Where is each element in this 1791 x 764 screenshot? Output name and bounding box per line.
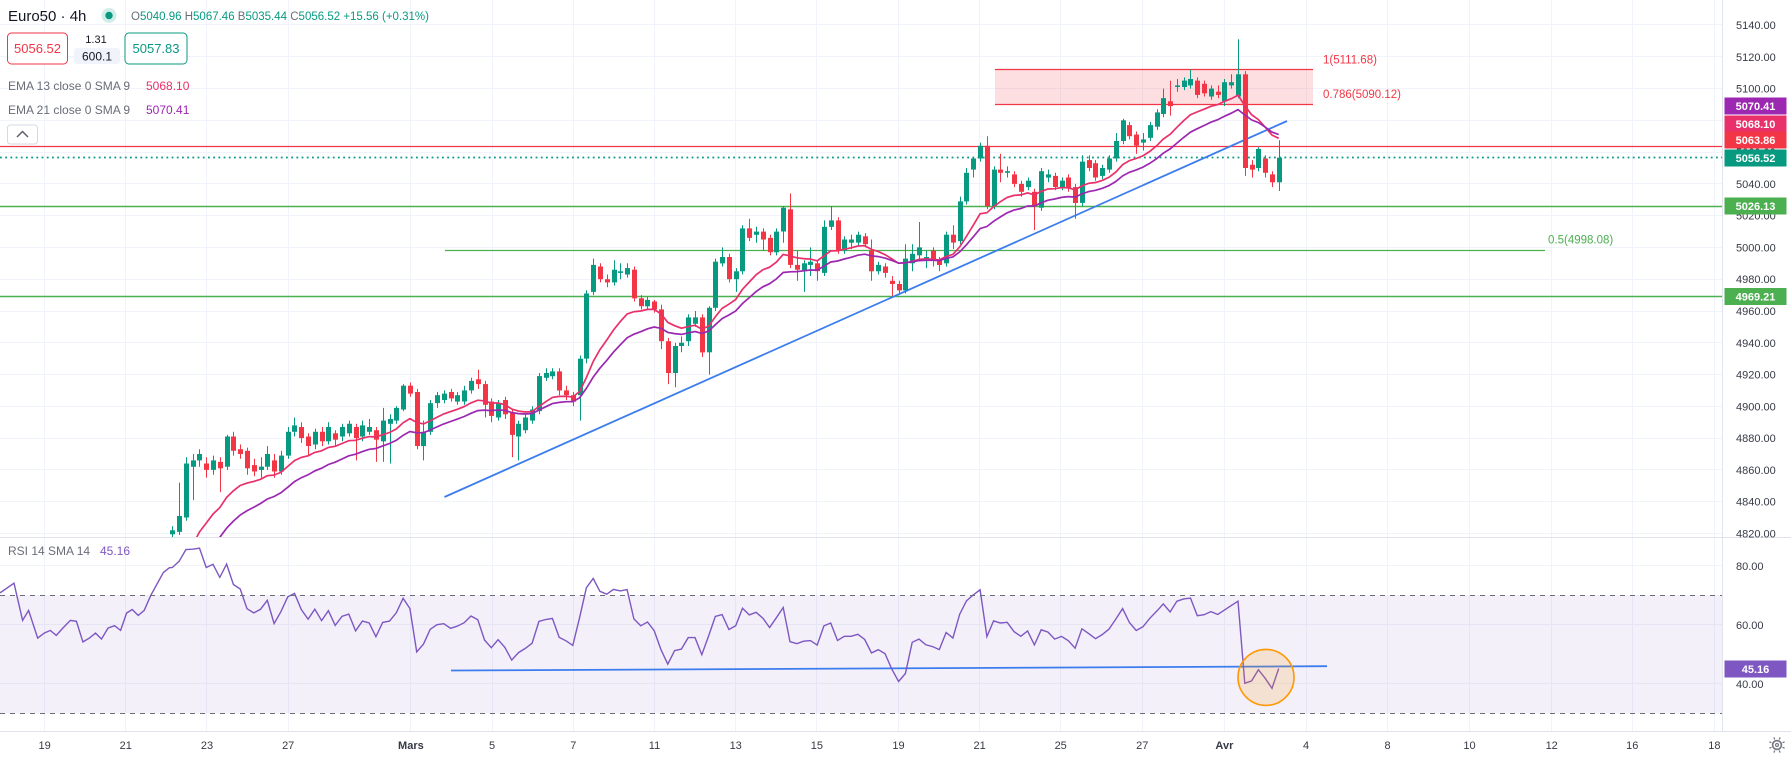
svg-text:15: 15 xyxy=(811,740,823,752)
svg-text:25: 25 xyxy=(1055,740,1067,752)
svg-text:5040.00: 5040.00 xyxy=(1736,179,1776,191)
svg-text:Avr: Avr xyxy=(1215,740,1234,752)
svg-text:5063.86: 5063.86 xyxy=(1736,135,1776,147)
svg-text:4940.00: 4940.00 xyxy=(1736,338,1776,350)
svg-text:5100.00: 5100.00 xyxy=(1736,84,1776,96)
svg-text:11: 11 xyxy=(649,740,660,752)
svg-text:18: 18 xyxy=(1708,740,1720,752)
svg-text:Mars: Mars xyxy=(398,740,424,752)
svg-text:O5040.96 H5067.46 B5035.44 C50: O5040.96 H5067.46 B5035.44 C5056.52 +15.… xyxy=(131,11,429,23)
svg-text:27: 27 xyxy=(282,740,294,752)
svg-text:0.5(4998.08): 0.5(4998.08) xyxy=(1548,235,1613,247)
svg-text:21: 21 xyxy=(120,740,132,752)
svg-text:5140.00: 5140.00 xyxy=(1736,20,1776,32)
svg-text:5057.83: 5057.83 xyxy=(133,41,180,56)
svg-text:19: 19 xyxy=(38,740,50,752)
svg-text:5068.10: 5068.10 xyxy=(1736,119,1776,131)
svg-text:4820.00: 4820.00 xyxy=(1736,528,1776,540)
svg-text:Euro50 · 4h: Euro50 · 4h xyxy=(8,8,86,25)
svg-text:4920.00: 4920.00 xyxy=(1736,370,1776,382)
svg-text:0.786(5090.12): 0.786(5090.12) xyxy=(1323,89,1401,101)
svg-text:1(5111.68): 1(5111.68) xyxy=(1323,55,1377,67)
svg-text:RSI 14 SMA 14: RSI 14 SMA 14 xyxy=(8,544,90,558)
svg-text:10: 10 xyxy=(1463,740,1475,752)
svg-text:12: 12 xyxy=(1546,740,1558,752)
svg-text:5070.41: 5070.41 xyxy=(1736,101,1776,113)
svg-text:5000.00: 5000.00 xyxy=(1736,242,1776,254)
svg-text:4900.00: 4900.00 xyxy=(1736,401,1776,413)
svg-text:5070.41: 5070.41 xyxy=(146,103,190,117)
svg-text:5120.00: 5120.00 xyxy=(1736,52,1776,64)
svg-text:4969.21: 4969.21 xyxy=(1736,292,1776,304)
svg-text:EMA 13 close 0 SMA 9: EMA 13 close 0 SMA 9 xyxy=(8,79,130,93)
svg-text:4840.00: 4840.00 xyxy=(1736,497,1776,509)
svg-text:7: 7 xyxy=(570,740,576,752)
svg-text:4860.00: 4860.00 xyxy=(1736,465,1776,477)
svg-text:4880.00: 4880.00 xyxy=(1736,433,1776,445)
svg-text:600.1: 600.1 xyxy=(82,50,112,64)
svg-text:40.00: 40.00 xyxy=(1736,679,1764,691)
svg-text:5056.52: 5056.52 xyxy=(1736,153,1776,165)
svg-text:1.31: 1.31 xyxy=(85,34,106,46)
svg-text:45.16: 45.16 xyxy=(100,544,130,558)
svg-text:45.16: 45.16 xyxy=(1742,664,1770,676)
svg-text:19: 19 xyxy=(892,740,904,752)
svg-text:4: 4 xyxy=(1303,740,1309,752)
svg-text:4960.00: 4960.00 xyxy=(1736,306,1776,318)
svg-text:13: 13 xyxy=(730,740,742,752)
svg-text:8: 8 xyxy=(1385,740,1391,752)
svg-text:60.00: 60.00 xyxy=(1736,620,1764,632)
svg-text:5: 5 xyxy=(489,740,495,752)
svg-text:4980.00: 4980.00 xyxy=(1736,274,1776,286)
svg-text:EMA 21 close 0 SMA 9: EMA 21 close 0 SMA 9 xyxy=(8,103,130,117)
svg-text:80.00: 80.00 xyxy=(1736,561,1764,573)
svg-text:5068.10: 5068.10 xyxy=(146,79,190,93)
svg-text:16: 16 xyxy=(1626,740,1638,752)
svg-text:23: 23 xyxy=(201,740,213,752)
svg-text:5056.52: 5056.52 xyxy=(14,41,61,56)
svg-text:27: 27 xyxy=(1136,740,1148,752)
svg-text:5026.13: 5026.13 xyxy=(1736,201,1776,213)
svg-text:21: 21 xyxy=(973,740,985,752)
